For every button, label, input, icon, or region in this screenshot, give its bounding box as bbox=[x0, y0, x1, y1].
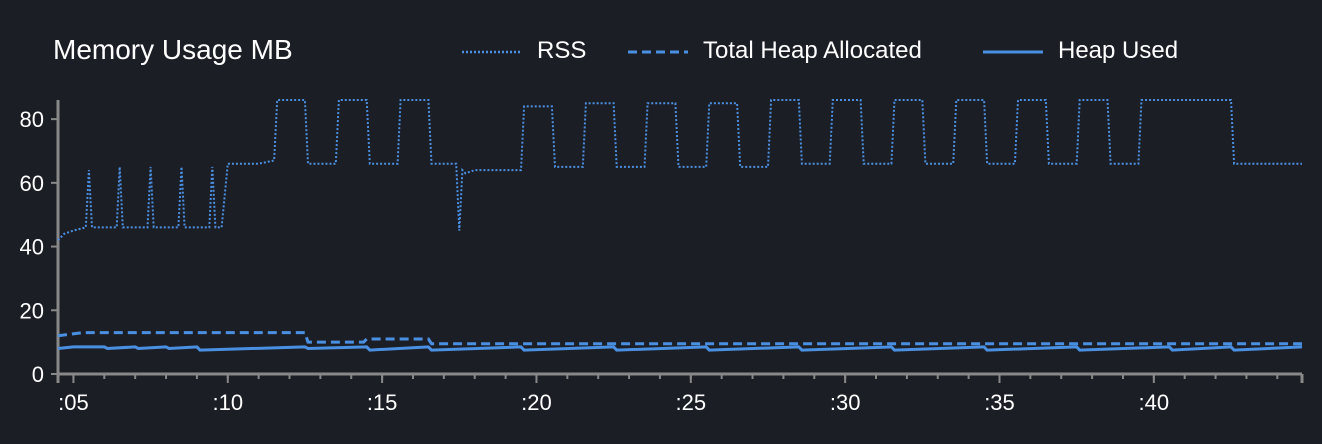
legend: RSS Total Heap Allocated Heap Used bbox=[0, 0, 1322, 80]
series-line-rss bbox=[57, 99, 1302, 241]
x-tick-label: :05 bbox=[58, 390, 89, 415]
x-tick-label: :30 bbox=[830, 390, 861, 415]
y-tick-label: 80 bbox=[20, 107, 44, 132]
legend-label-heap-used: Heap Used bbox=[1058, 37, 1179, 64]
chart-title: Memory Usage MB bbox=[53, 34, 293, 65]
legend-swatch-dotted-icon bbox=[462, 50, 522, 54]
legend-swatch-dashed-icon bbox=[628, 50, 688, 54]
series-line-total-heap-allocated bbox=[57, 331, 1302, 346]
y-tick-label: 20 bbox=[20, 298, 44, 323]
legend-label-rss: RSS bbox=[537, 37, 587, 64]
y-tick-label: 40 bbox=[20, 235, 44, 260]
x-tick-label: :20 bbox=[521, 390, 552, 415]
legend-label-total-heap-allocated: Total Heap Allocated bbox=[703, 37, 922, 64]
y-tick-label: 0 bbox=[32, 362, 44, 387]
x-tick-label: :10 bbox=[212, 390, 243, 415]
y-tick-label: 60 bbox=[20, 171, 44, 196]
series-line-heap-used bbox=[57, 345, 1303, 352]
x-tick-label: :35 bbox=[984, 390, 1015, 415]
x-tick-label: :25 bbox=[676, 390, 707, 415]
x-tick-label: :15 bbox=[367, 390, 398, 415]
x-tick-label: :40 bbox=[1139, 390, 1170, 415]
legend-swatch-solid-icon bbox=[983, 50, 1043, 54]
